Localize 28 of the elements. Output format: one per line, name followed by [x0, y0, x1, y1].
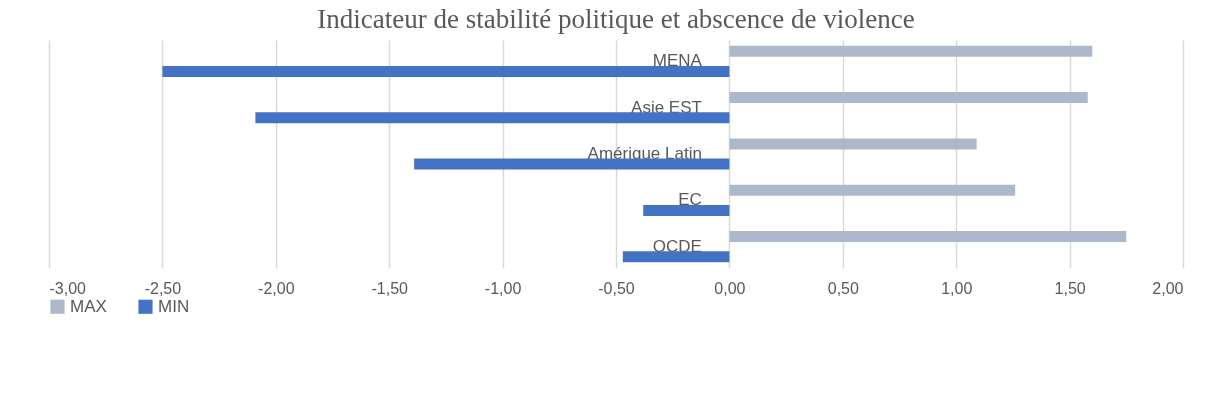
bar: [622, 251, 730, 263]
y-tick-label: MENA: [652, 51, 703, 71]
legend-label: MIN: [158, 296, 190, 316]
y-tick-label: Asie EST: [631, 97, 702, 117]
bar: [729, 138, 977, 150]
bar: [729, 45, 1093, 57]
bar: [255, 112, 730, 124]
x-tick-label: -0,50: [598, 279, 635, 297]
bar: [729, 184, 1016, 196]
bar: [414, 158, 730, 170]
x-tick-label: 1,00: [941, 279, 973, 297]
chart-title: Indicateur de stabilité politique et abscence de violence: [317, 4, 915, 34]
y-tick-label: OCDE: [652, 236, 702, 256]
y-tick-label: EC: [678, 190, 702, 210]
bar: [162, 65, 730, 77]
x-tick-label: -1,50: [371, 279, 409, 297]
x-tick-label: 2,00: [1152, 279, 1184, 297]
x-tick-label: -3,00: [49, 279, 87, 297]
x-tick-label: -2,00: [258, 279, 295, 297]
x-tick-label: -2,50: [144, 279, 182, 297]
x-tick-label: 0,00: [714, 279, 746, 297]
x-tick-label: -1,00: [484, 279, 522, 297]
bar: [729, 92, 1088, 104]
bar: [729, 231, 1127, 243]
x-tick-label: 0,50: [827, 279, 859, 297]
bar: [643, 204, 730, 216]
x-tick-label: 1,50: [1054, 279, 1086, 297]
legend-label: MAX: [70, 296, 107, 316]
